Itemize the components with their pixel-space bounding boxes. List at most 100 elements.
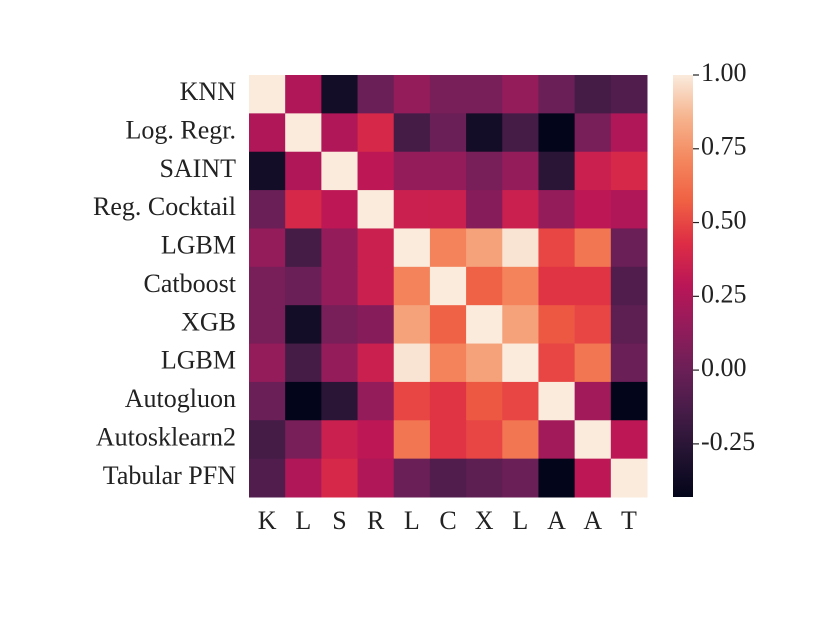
heatmap-cell — [249, 381, 286, 421]
heatmap-cell — [393, 305, 431, 345]
heatmap-cell — [466, 190, 503, 229]
col-label: T — [621, 506, 637, 535]
heatmap-cell — [574, 305, 612, 345]
heatmap-cell — [393, 381, 431, 421]
heatmap-cell — [610, 266, 648, 306]
heatmap-cell — [249, 75, 286, 114]
heatmap-cell — [502, 458, 539, 498]
heatmap-cell — [466, 228, 503, 268]
heatmap-cell — [285, 381, 322, 421]
heatmap-cell — [393, 228, 431, 268]
heatmap-cell — [429, 305, 467, 345]
heatmap-cell — [321, 190, 359, 229]
heatmap-cell — [574, 458, 612, 498]
heatmap-cell — [357, 113, 395, 153]
heatmap-cell — [538, 343, 576, 383]
heatmap-cell — [538, 151, 576, 191]
col-label: C — [439, 506, 456, 535]
col-label: L — [512, 506, 528, 535]
heatmap-cell — [429, 113, 467, 153]
heatmap-cell — [357, 266, 395, 306]
heatmap-cell — [574, 151, 612, 191]
col-label: R — [367, 506, 385, 535]
heatmap-cell — [321, 75, 359, 114]
colorbar-tick-label: -0.25 — [701, 427, 755, 456]
heatmap-cell — [321, 266, 359, 306]
heatmap-cell — [610, 113, 648, 153]
heatmap-cell — [285, 75, 322, 114]
row-label: LGBM — [161, 231, 236, 260]
heatmap-cell — [502, 381, 539, 421]
col-label: K — [258, 506, 277, 535]
heatmap-cell — [466, 113, 503, 153]
heatmap-cell — [285, 190, 322, 229]
heatmap-cell — [610, 305, 648, 345]
heatmap-cell — [285, 343, 322, 383]
heatmap-cell — [502, 343, 539, 383]
row-label: Catboost — [144, 269, 237, 298]
heatmap-cell — [466, 381, 503, 421]
heatmap-cell — [466, 151, 503, 191]
heatmap-cell — [538, 381, 576, 421]
heatmap-cell — [466, 75, 503, 114]
heatmap-cell — [538, 113, 576, 153]
col-label: L — [404, 506, 420, 535]
col-label: A — [583, 506, 602, 535]
row-label: Log. Regr. — [126, 116, 237, 145]
heatmap-cell — [393, 190, 431, 229]
heatmap-cell — [538, 75, 576, 114]
col-label: L — [295, 506, 311, 535]
heatmap-cell — [357, 381, 395, 421]
heatmap-cell — [502, 266, 539, 306]
row-label: XGB — [181, 307, 236, 336]
heatmap-cell — [429, 190, 467, 229]
heatmap-cell — [429, 458, 467, 498]
heatmap-cell — [574, 381, 612, 421]
heatmap-cell — [466, 458, 503, 498]
heatmap-cell — [538, 228, 576, 268]
heatmap-cell — [393, 420, 431, 460]
heatmap-cell — [249, 458, 286, 498]
heatmap-cell — [285, 458, 322, 498]
heatmap-cell — [610, 420, 648, 460]
heatmap-cell — [357, 343, 395, 383]
heatmap-cell — [393, 458, 431, 498]
heatmap-cell — [610, 75, 648, 114]
row-label: Tabular PFN — [103, 461, 236, 490]
heatmap-cell — [285, 113, 322, 153]
heatmap-cell — [574, 113, 612, 153]
heatmap-cell — [249, 420, 286, 460]
row-label: LGBM — [161, 346, 236, 375]
heatmap-cell — [393, 113, 431, 153]
heatmap-cell — [429, 343, 467, 383]
heatmap-cell — [357, 305, 395, 345]
heatmap-cell — [502, 75, 539, 114]
heatmap-cell — [466, 266, 503, 306]
heatmap-cell — [502, 113, 539, 153]
heatmap-cell — [393, 151, 431, 191]
col-label: A — [547, 506, 566, 535]
heatmap-cell — [357, 190, 395, 229]
heatmap-cell — [393, 343, 431, 383]
heatmap-cell — [574, 75, 612, 114]
heatmap-cell — [610, 458, 648, 498]
heatmap-cell — [321, 343, 359, 383]
heatmap-cell — [502, 190, 539, 229]
colorbar-tick-label: 1.00 — [701, 58, 747, 87]
heatmap-cell — [357, 228, 395, 268]
colorbar-tick-label: 0.50 — [701, 206, 747, 235]
heatmap-cell — [429, 266, 467, 306]
heatmap-cell — [574, 266, 612, 306]
heatmap-cell — [321, 228, 359, 268]
col-label: X — [475, 506, 494, 535]
heatmap-cell — [502, 305, 539, 345]
heatmap-cell — [249, 151, 286, 191]
heatmap-cell — [285, 228, 322, 268]
heatmap-cell — [393, 75, 431, 114]
colorbar-tick-label: 0.25 — [701, 279, 747, 308]
colorbar-tick-label: 0.00 — [701, 353, 747, 382]
heatmap-cell — [429, 228, 467, 268]
heatmap-cell — [466, 420, 503, 460]
heatmap-cell — [249, 190, 286, 229]
